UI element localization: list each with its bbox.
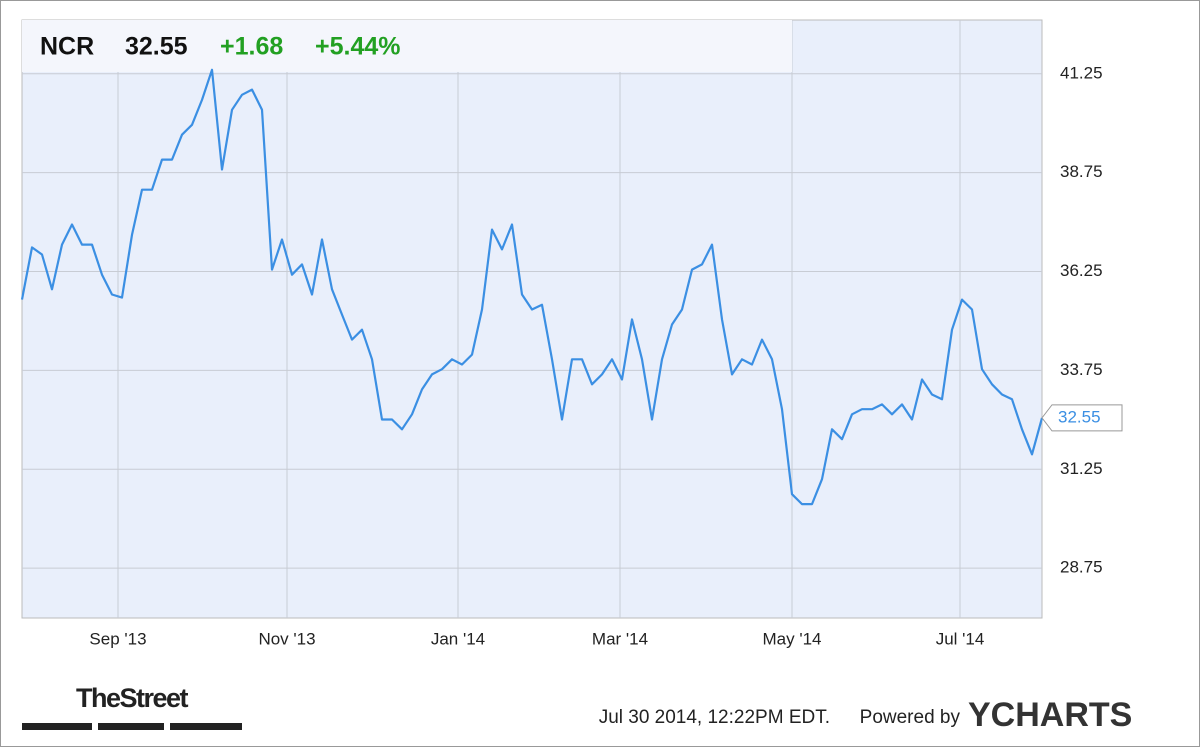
timestamp: Jul 30 2014, 12:22PM EDT. (599, 707, 830, 728)
last-value-label: 32.55 (1058, 407, 1101, 426)
x-tick-label: Jan '14 (431, 629, 485, 648)
y-tick-label: 28.75 (1060, 558, 1103, 577)
logo-bar (22, 723, 92, 730)
logo-bars (22, 723, 242, 730)
x-tick-label: May '14 (763, 629, 822, 648)
powered-by: Powered by (860, 707, 961, 728)
plot-area (21, 19, 1043, 619)
plot (20, 68, 1044, 506)
logo-bar (170, 723, 242, 730)
x-tick-label: Nov '13 (258, 629, 315, 648)
y-tick-label: 31.25 (1060, 459, 1103, 478)
price: 32.55 (125, 33, 188, 61)
change: +1.68 (220, 33, 283, 61)
x-tick-label: Sep '13 (89, 629, 146, 648)
header-band (22, 20, 792, 72)
x-tick-label: Mar '14 (592, 629, 648, 648)
grid (22, 20, 1042, 618)
y-tick-label: 41.25 (1060, 63, 1103, 82)
price-line (20, 68, 1044, 506)
y-tick-label: 36.25 (1060, 261, 1103, 280)
y-tick-label: 38.75 (1060, 162, 1103, 181)
symbol: NCR (40, 33, 94, 61)
x-tick-label: Jul '14 (936, 629, 985, 648)
thestreet-logo: TheStreet (76, 683, 189, 713)
ycharts-logo: YCHARTS (968, 696, 1132, 734)
last-value-box (1041, 404, 1123, 432)
y-tick-label: 33.75 (1060, 360, 1103, 379)
change-pct: +5.44% (315, 33, 401, 61)
logo-bar (98, 723, 164, 730)
